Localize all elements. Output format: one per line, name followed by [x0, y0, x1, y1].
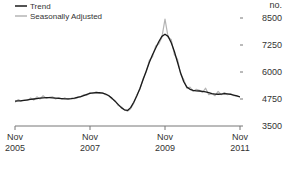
y-tick	[240, 18, 243, 19]
y-axis-label: no.	[269, 0, 282, 10]
y-tick-label: 3500	[262, 121, 282, 131]
y-tick-label: 6000	[262, 67, 282, 77]
x-tick-label-line: 2007	[80, 143, 100, 153]
plot-lines	[15, 19, 240, 111]
y-tick	[240, 126, 243, 127]
x-tick-label-line: Nov	[82, 132, 99, 142]
x-tick-label-line: Nov	[157, 132, 174, 142]
chart: Nov2005Nov2007Nov2009Nov2011350047506000…	[0, 0, 283, 170]
legend-swatch	[15, 15, 27, 17]
y-tick-label: 7250	[262, 40, 282, 50]
x-tick	[90, 126, 91, 130]
series-line	[15, 34, 240, 110]
x-tick	[15, 126, 16, 130]
x-tick-label: Nov2009	[155, 132, 175, 153]
x-tick-label-line: 2009	[155, 143, 175, 153]
y-tick-label: 8500	[262, 13, 282, 23]
x-tick-label: Nov2011	[230, 132, 249, 153]
legend: TrendSeasonally Adjusted	[15, 2, 102, 21]
legend-label: Trend	[30, 2, 51, 11]
x-axis	[15, 126, 240, 127]
x-tick-label-line: 2011	[230, 143, 249, 153]
x-tick-label: Nov2005	[5, 132, 25, 153]
y-tick-label: 4750	[262, 94, 282, 104]
y-tick	[240, 99, 243, 100]
x-tick	[165, 126, 166, 130]
x-tick-label-line: 2005	[5, 143, 25, 153]
y-tick	[240, 72, 243, 73]
x-tick-label-line: Nov	[232, 132, 249, 142]
x-tick-label: Nov2007	[80, 132, 100, 153]
series-line	[15, 19, 240, 111]
legend-label: Seasonally Adjusted	[30, 12, 102, 21]
legend-swatch	[15, 5, 27, 7]
y-tick	[240, 45, 243, 46]
x-tick	[240, 126, 241, 130]
x-tick-label-line: Nov	[7, 132, 24, 142]
